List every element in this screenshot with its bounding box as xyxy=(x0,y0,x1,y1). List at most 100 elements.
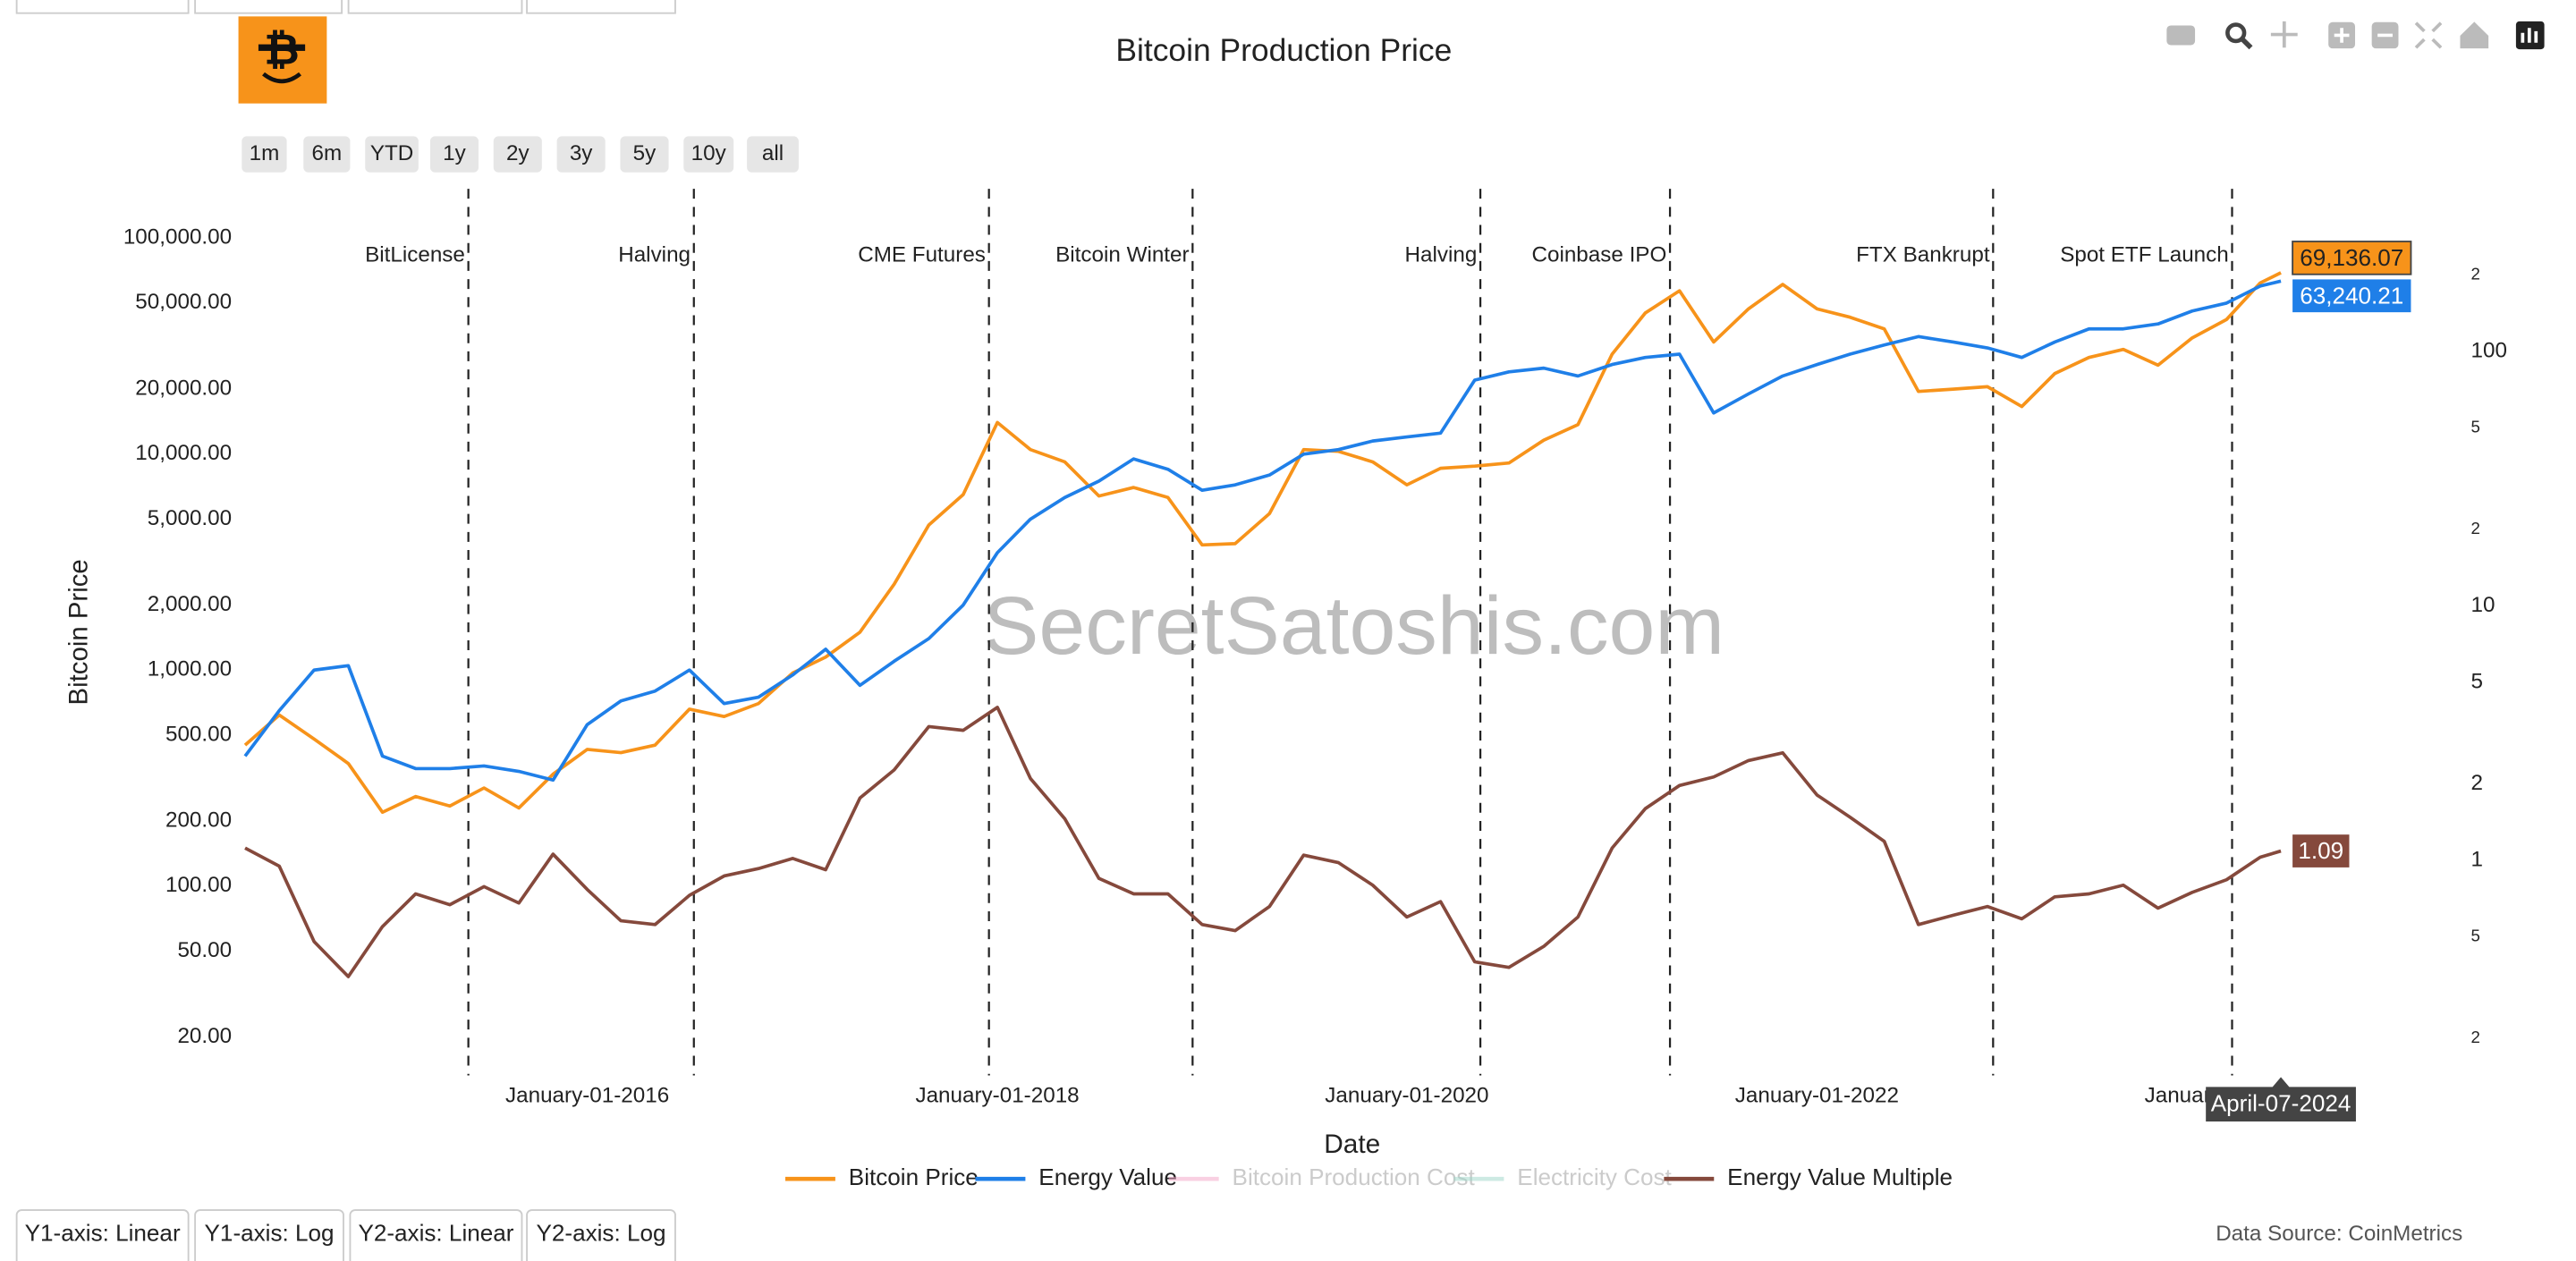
button-bg xyxy=(493,136,542,173)
y-tick-label: 500.00 xyxy=(165,723,232,747)
range-button[interactable]: YTD xyxy=(365,136,419,173)
button-label: 5y xyxy=(633,141,657,165)
axis-buttons: Y1-axis: Linear Y1-axis: Log Y2-axis: Line… xyxy=(15,1209,676,1261)
tab[interactable] xyxy=(347,0,523,14)
y-tick-label: 1,000.00 xyxy=(148,657,232,681)
watermark: SecretSatoshis.com xyxy=(983,580,1724,672)
legend-label: Energy Value xyxy=(1038,1165,1177,1190)
button-label: 1m xyxy=(250,141,280,165)
camera-icon[interactable] xyxy=(2166,25,2196,46)
legend-label: Electricity Cost xyxy=(1517,1165,1672,1190)
axis-button[interactable]: Y1-axis: Linear xyxy=(15,1209,190,1261)
hover-label: April-07-2024 xyxy=(2211,1092,2351,1117)
y-tick-label: 200.00 xyxy=(165,808,232,833)
button-bg xyxy=(242,136,287,173)
legend-item[interactable]: Energy Value Multiple xyxy=(1664,1165,1953,1190)
y-tick-label: 2,000.00 xyxy=(148,592,232,616)
y-tick-label: 50,000.00 xyxy=(135,290,232,314)
button-bg xyxy=(683,136,734,173)
event-label: BitLicense xyxy=(365,243,465,267)
legend-item[interactable]: Bitcoin Price xyxy=(784,1165,979,1190)
y2-tick-label: 5 xyxy=(2471,418,2480,436)
x-tick-label: January-01-2022 xyxy=(1735,1084,1899,1108)
end-label: 1.09 xyxy=(2298,839,2343,864)
y2-tick-label: 2 xyxy=(2471,1028,2480,1046)
button-label: YTD xyxy=(370,141,413,165)
hover-box xyxy=(2206,1077,2356,1121)
x-axis-title: Date xyxy=(1324,1130,1380,1159)
button-bg xyxy=(526,1209,676,1261)
data-source: Data Source: CoinMetrics xyxy=(2216,1222,2462,1246)
tab[interactable] xyxy=(526,0,676,14)
x-tick-label: January-01-2020 xyxy=(1325,1084,1488,1108)
legend-label: Bitcoin Production Cost xyxy=(1233,1165,1475,1190)
button-bg xyxy=(194,1209,344,1261)
event-label: Spot ETF Launch xyxy=(2060,243,2229,267)
button-bg xyxy=(620,136,669,173)
end-label-box xyxy=(2292,279,2411,313)
range-button[interactable]: 10y xyxy=(683,136,734,173)
autoscale-icon[interactable] xyxy=(2414,21,2443,49)
pan-icon[interactable] xyxy=(2270,21,2298,48)
range-button[interactable]: 2y xyxy=(493,136,542,173)
logo: ₿ xyxy=(238,16,327,104)
home-icon[interactable] xyxy=(2460,21,2489,49)
event-label: Coinbase IPO xyxy=(1531,243,1666,267)
y-tick-label: 5,000.00 xyxy=(148,506,232,530)
event-label: Halving xyxy=(618,243,691,267)
series-line xyxy=(244,706,2282,978)
y-tick-label: 100.00 xyxy=(165,873,232,897)
y2-tick-label: 2 xyxy=(2471,264,2480,283)
range-button[interactable]: 3y xyxy=(556,136,606,173)
button-bg xyxy=(303,136,351,173)
range-button[interactable]: all xyxy=(747,136,799,173)
zoom-icon[interactable] xyxy=(2225,22,2247,44)
end-label-box xyxy=(2292,834,2350,867)
button-label: all xyxy=(762,141,784,165)
x-tick-label: January-01-2018 xyxy=(915,1084,1079,1108)
y2-tick-label: 2 xyxy=(2471,771,2483,795)
button-bg xyxy=(15,1209,190,1261)
legend-item[interactable]: Energy Value xyxy=(975,1165,1177,1190)
button-bg xyxy=(429,136,479,173)
event-label: Bitcoin Winter xyxy=(1055,243,1189,267)
button-label: 10y xyxy=(691,141,726,165)
y2-tick-label: 10 xyxy=(2471,593,2496,617)
button-label: Y2-axis: Linear xyxy=(358,1222,513,1247)
y2-tick-label: 5 xyxy=(2471,670,2483,694)
button-label: 1y xyxy=(443,141,466,165)
button-bg xyxy=(556,136,606,173)
button-label: Y1-axis: Log xyxy=(205,1222,335,1247)
button-label: 3y xyxy=(570,141,593,165)
axis-button[interactable]: Y2-axis: Log xyxy=(526,1209,676,1261)
legend-item[interactable]: Electricity Cost xyxy=(1453,1165,1672,1190)
range-button[interactable]: 1y xyxy=(429,136,479,173)
y-axis-title: Bitcoin Price xyxy=(64,559,93,705)
button-bg xyxy=(349,1209,523,1261)
event-label: CME Futures xyxy=(858,243,986,267)
x-tick-label: January-01-2016 xyxy=(505,1084,669,1108)
range-button[interactable]: 1m xyxy=(242,136,287,173)
y2-tick-label: 100 xyxy=(2471,339,2507,363)
legend-item[interactable]: Bitcoin Production Cost xyxy=(1168,1165,1475,1190)
button-bg xyxy=(747,136,799,173)
tab[interactable] xyxy=(194,0,343,14)
y2-tick-label: 5 xyxy=(2471,927,2480,945)
y2-tick-label: 2 xyxy=(2471,519,2480,537)
end-label: 63,240.21 xyxy=(2300,284,2403,309)
top-tabs xyxy=(15,0,676,14)
axis-button[interactable]: Y1-axis: Log xyxy=(194,1209,344,1261)
modebar xyxy=(2166,21,2545,50)
legend-label: Bitcoin Price xyxy=(849,1165,979,1190)
legend-label: Energy Value Multiple xyxy=(1727,1165,1953,1190)
series-line xyxy=(243,271,2282,815)
button-label: Y1-axis: Linear xyxy=(25,1222,181,1247)
y-tick-label: 10,000.00 xyxy=(135,441,232,465)
chart-title: Bitcoin Production Price xyxy=(1115,33,1452,68)
tab[interactable] xyxy=(15,0,190,14)
range-button[interactable]: 6m xyxy=(303,136,351,173)
event-label: Halving xyxy=(1405,243,1478,267)
range-button[interactable]: 5y xyxy=(620,136,669,173)
y-tick-label: 20,000.00 xyxy=(135,377,232,401)
axis-button[interactable]: Y2-axis: Linear xyxy=(349,1209,523,1261)
